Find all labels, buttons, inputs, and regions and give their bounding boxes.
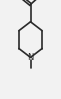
Text: N: N	[27, 53, 34, 62]
